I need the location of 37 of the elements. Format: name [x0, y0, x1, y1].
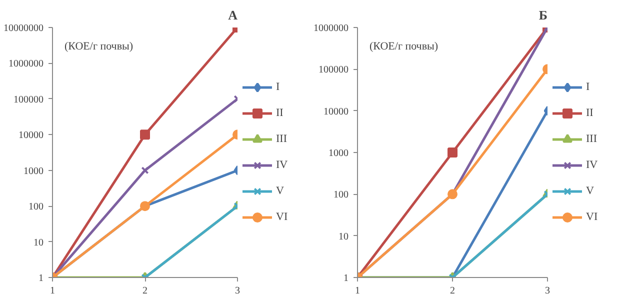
y-tick-label: 1000	[24, 166, 44, 177]
y-tick-label: 1000000	[314, 23, 348, 34]
y-tick-label: 100	[334, 190, 348, 201]
legend-label: IV	[586, 159, 599, 171]
annotation: (КОЕ/г почвы)	[64, 40, 134, 52]
y-tick-label: 10000	[18, 130, 44, 142]
y-tick-label: 1	[38, 273, 44, 284]
legend-label: II	[276, 107, 284, 119]
x-tick-label: 3	[545, 286, 550, 296]
y-tick-label: 1	[344, 273, 348, 284]
legend-label: I	[586, 81, 591, 93]
legend-label: II	[586, 107, 594, 119]
legend-label: III	[276, 133, 288, 145]
annotation: (КОЕ/г почвы)	[370, 40, 438, 52]
legend-label: III	[586, 133, 598, 145]
chart-title: А	[228, 8, 238, 22]
y-tick-label: 10000	[324, 106, 348, 118]
y-tick-label: 10	[338, 231, 348, 242]
y-tick-label: 100000	[14, 94, 44, 106]
legend-label: V	[586, 185, 595, 197]
y-tick-label: 1000000	[8, 58, 44, 70]
legend-label: I	[276, 81, 281, 93]
y-tick-label: 100	[28, 202, 44, 213]
y-tick-label: 10	[34, 237, 44, 248]
x-tick-label: 2	[450, 286, 455, 296]
legend-label: VI	[586, 211, 599, 223]
legend-label: IV	[276, 159, 289, 171]
y-tick-label: 1000	[328, 148, 348, 159]
x-tick-label: 1	[50, 286, 55, 296]
y-tick-label: 10000000	[4, 23, 44, 34]
legend-label: V	[276, 185, 285, 197]
chart-title: Б	[538, 8, 548, 22]
x-tick-label: 2	[142, 286, 148, 296]
x-tick-label: 3	[235, 286, 240, 296]
x-tick-label: 1	[355, 286, 360, 296]
y-tick-label: 100000	[318, 64, 348, 76]
legend-label: VI	[276, 211, 289, 223]
